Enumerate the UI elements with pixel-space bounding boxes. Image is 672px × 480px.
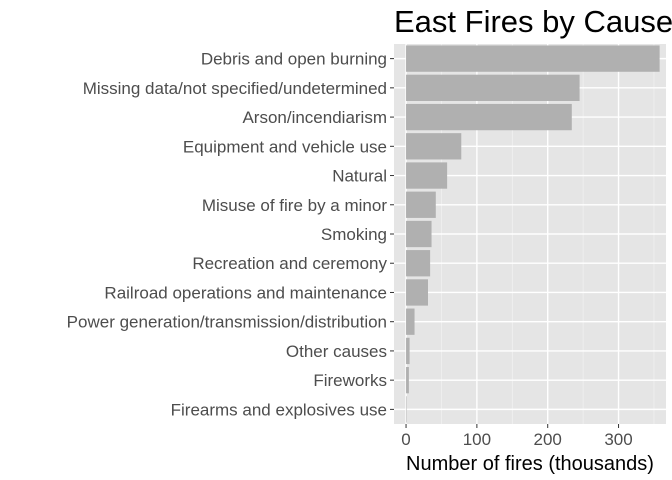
- category-label: Natural: [332, 167, 387, 186]
- bar: [406, 74, 580, 101]
- bar: [406, 133, 462, 160]
- bars: [406, 45, 660, 423]
- category-label: Debris and open burning: [201, 50, 387, 69]
- bar: [406, 191, 436, 218]
- x-tick-label: 0: [401, 430, 410, 449]
- category-label: Arson/incendiarism: [242, 108, 387, 127]
- category-label: Misuse of fire by a minor: [202, 196, 388, 215]
- x-axis-title: Number of fires (thousands): [406, 453, 654, 475]
- bar: [406, 279, 428, 306]
- category-label: Equipment and vehicle use: [183, 137, 387, 156]
- bar: [406, 367, 409, 394]
- x-axis: 0 100 200 300: [401, 424, 633, 449]
- bar: [406, 220, 432, 248]
- x-tick-label: 300: [604, 430, 632, 449]
- category-label: Recreation and ceremony: [192, 254, 387, 273]
- x-tick-label: 100: [463, 430, 491, 449]
- bar: [406, 250, 431, 277]
- bar: [406, 45, 660, 72]
- category-label: Missing data/not specified/undetermined: [83, 79, 387, 98]
- bar: [406, 162, 448, 189]
- chart-title: East Fires by Cause: [394, 4, 672, 39]
- bar: [406, 308, 415, 335]
- bar: [406, 103, 572, 131]
- category-label: Fireworks: [313, 371, 387, 390]
- x-tick-label: 200: [534, 430, 562, 449]
- y-axis: Debris and open burning Missing data/not …: [67, 50, 394, 419]
- category-label: Railroad operations and maintenance: [104, 283, 387, 302]
- bar: [406, 396, 407, 423]
- category-label: Smoking: [321, 225, 387, 244]
- category-label: Other causes: [286, 342, 387, 361]
- category-label: Firearms and explosives use: [171, 400, 387, 419]
- bar: [406, 337, 410, 365]
- category-label: Power generation/transmission/distributi…: [67, 313, 387, 332]
